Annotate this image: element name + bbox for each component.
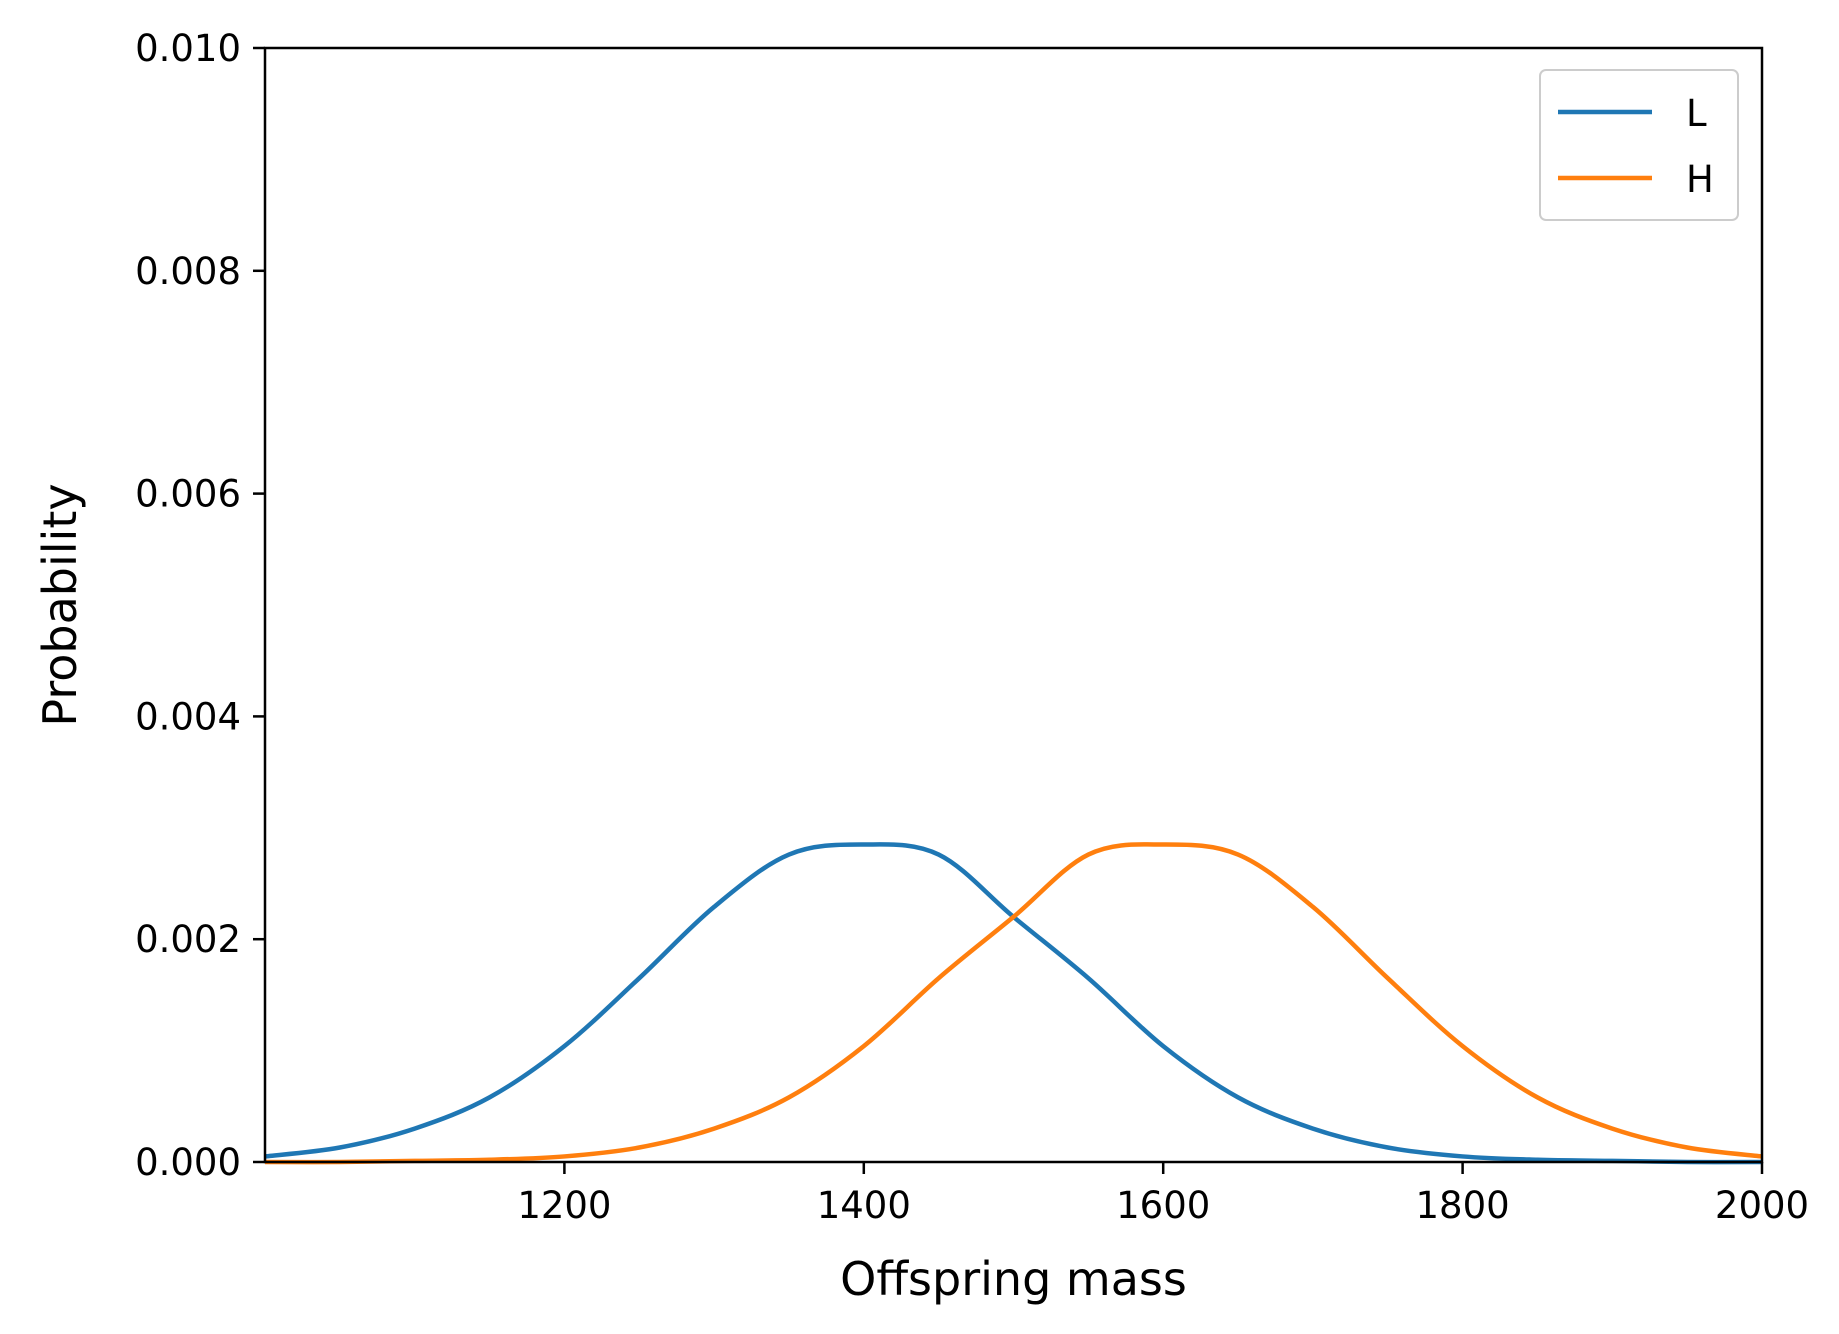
plot-frame — [263, 46, 1764, 1164]
y-tick-label: 0.000 — [135, 1141, 241, 1184]
y-tick-label: 0.004 — [135, 695, 241, 738]
series-line-H — [264, 842, 1763, 1165]
y-axis-title: Probability — [33, 483, 87, 726]
y-tick-label: 0.002 — [135, 918, 241, 961]
x-tick-label: 1400 — [817, 1184, 911, 1227]
y-axis: 0.000 0.002 0.004 0.006 0.008 0.010 — [135, 27, 265, 1184]
legend-box — [1539, 69, 1739, 221]
legend-label-H: H — [1686, 158, 1714, 201]
legend-label-L: L — [1686, 92, 1707, 135]
y-tick-label: 0.008 — [135, 250, 241, 293]
x-tick-label: 1600 — [1116, 1184, 1210, 1227]
x-axis-title: Offspring mass — [840, 1252, 1187, 1306]
x-tick-label: 2000 — [1715, 1184, 1809, 1227]
x-tick-label: 1800 — [1416, 1184, 1510, 1227]
y-tick-label: 0.010 — [135, 27, 241, 70]
legend: LH — [1539, 69, 1739, 221]
x-tick-label: 1200 — [517, 1184, 611, 1227]
series-line-L — [264, 842, 1763, 1165]
y-tick-label: 0.006 — [135, 473, 241, 516]
series-layer — [264, 842, 1763, 1165]
x-axis: 1200 1400 1600 1800 2000 — [517, 1162, 1809, 1227]
